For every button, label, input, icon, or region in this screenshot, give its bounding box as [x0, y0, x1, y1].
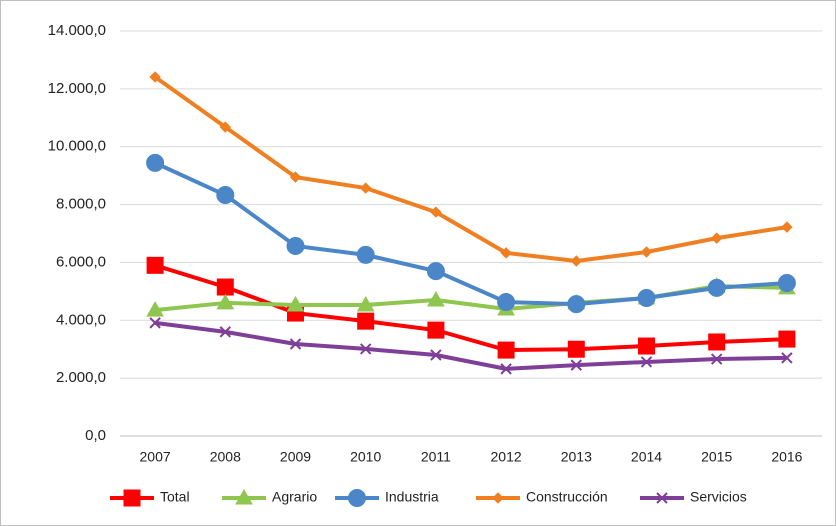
x-tick-label: 2008: [210, 449, 241, 465]
data-point: [216, 278, 234, 296]
data-point: [359, 182, 372, 194]
data-point: [707, 278, 726, 297]
data-point: [570, 255, 583, 267]
data-point: [567, 295, 586, 314]
data-point: [427, 321, 445, 339]
legend-marker: [123, 489, 141, 507]
y-tick-label: 2.000,0: [56, 369, 106, 386]
series-line: [154, 320, 787, 371]
data-point: [781, 221, 793, 233]
legend-marker: [235, 488, 253, 505]
legend-label: Servicios: [690, 489, 747, 505]
data-point: [500, 247, 512, 259]
data-point: [286, 236, 305, 255]
data-point: [778, 330, 796, 348]
x-tick-label: 2012: [491, 449, 522, 465]
y-tick-label: 10.000,0: [48, 138, 106, 155]
legend-marker: [348, 489, 366, 507]
data-point: [149, 71, 161, 83]
data-point: [426, 262, 445, 281]
data-point: [710, 232, 723, 244]
data-point: [637, 289, 656, 308]
y-tick-label: 0,0: [85, 427, 106, 444]
data-point: [219, 121, 232, 133]
series-line: [153, 75, 788, 263]
x-tick-label: 2015: [701, 449, 732, 465]
data-point: [216, 293, 235, 310]
data-point: [289, 171, 302, 183]
series-line: [154, 161, 788, 307]
data-point: [356, 245, 375, 264]
data-point: [500, 363, 512, 375]
legend-marker: [492, 492, 504, 504]
y-tick-label: 8.000,0: [56, 196, 106, 213]
y-tick-label: 12.000,0: [48, 80, 106, 97]
legend-label: Construcción: [526, 489, 608, 505]
data-point: [146, 301, 164, 317]
legend-label: Industria: [385, 489, 439, 505]
data-point: [710, 353, 723, 365]
data-point: [149, 317, 161, 329]
data-point: [497, 293, 516, 312]
legend-label: Agrario: [272, 489, 317, 505]
data-point: [216, 186, 235, 205]
y-tick-label: 14.000,0: [48, 22, 106, 39]
data-point: [146, 153, 165, 172]
legend-label: Total: [160, 489, 190, 505]
legend-marker: [656, 492, 668, 504]
data-point: [640, 356, 653, 368]
data-point: [356, 295, 375, 312]
data-point: [708, 333, 726, 351]
x-tick-label: 2013: [561, 449, 592, 465]
data-point: [427, 291, 445, 307]
data-point: [219, 326, 232, 338]
data-point: [567, 340, 585, 358]
data-point: [777, 273, 796, 292]
data-point: [430, 349, 442, 361]
data-point: [146, 256, 164, 274]
data-point: [638, 337, 655, 355]
x-tick-label: 2011: [421, 449, 451, 465]
data-point: [357, 312, 375, 330]
x-tick-label: 2016: [771, 449, 802, 465]
x-tick-label: 2009: [280, 449, 311, 465]
data-point: [289, 338, 302, 350]
data-point: [781, 352, 793, 364]
x-tick-label: 2007: [140, 449, 171, 465]
data-point: [286, 295, 305, 312]
data-point: [570, 359, 583, 371]
data-point: [497, 341, 515, 359]
y-tick-label: 6.000,0: [56, 253, 106, 270]
x-tick-label: 2010: [350, 449, 381, 465]
data-point: [430, 206, 442, 218]
x-tick-label: 2014: [631, 449, 662, 465]
series-line: [154, 263, 787, 353]
data-point: [359, 343, 372, 355]
data-point: [640, 246, 653, 258]
y-tick-label: 4.000,0: [56, 311, 106, 328]
